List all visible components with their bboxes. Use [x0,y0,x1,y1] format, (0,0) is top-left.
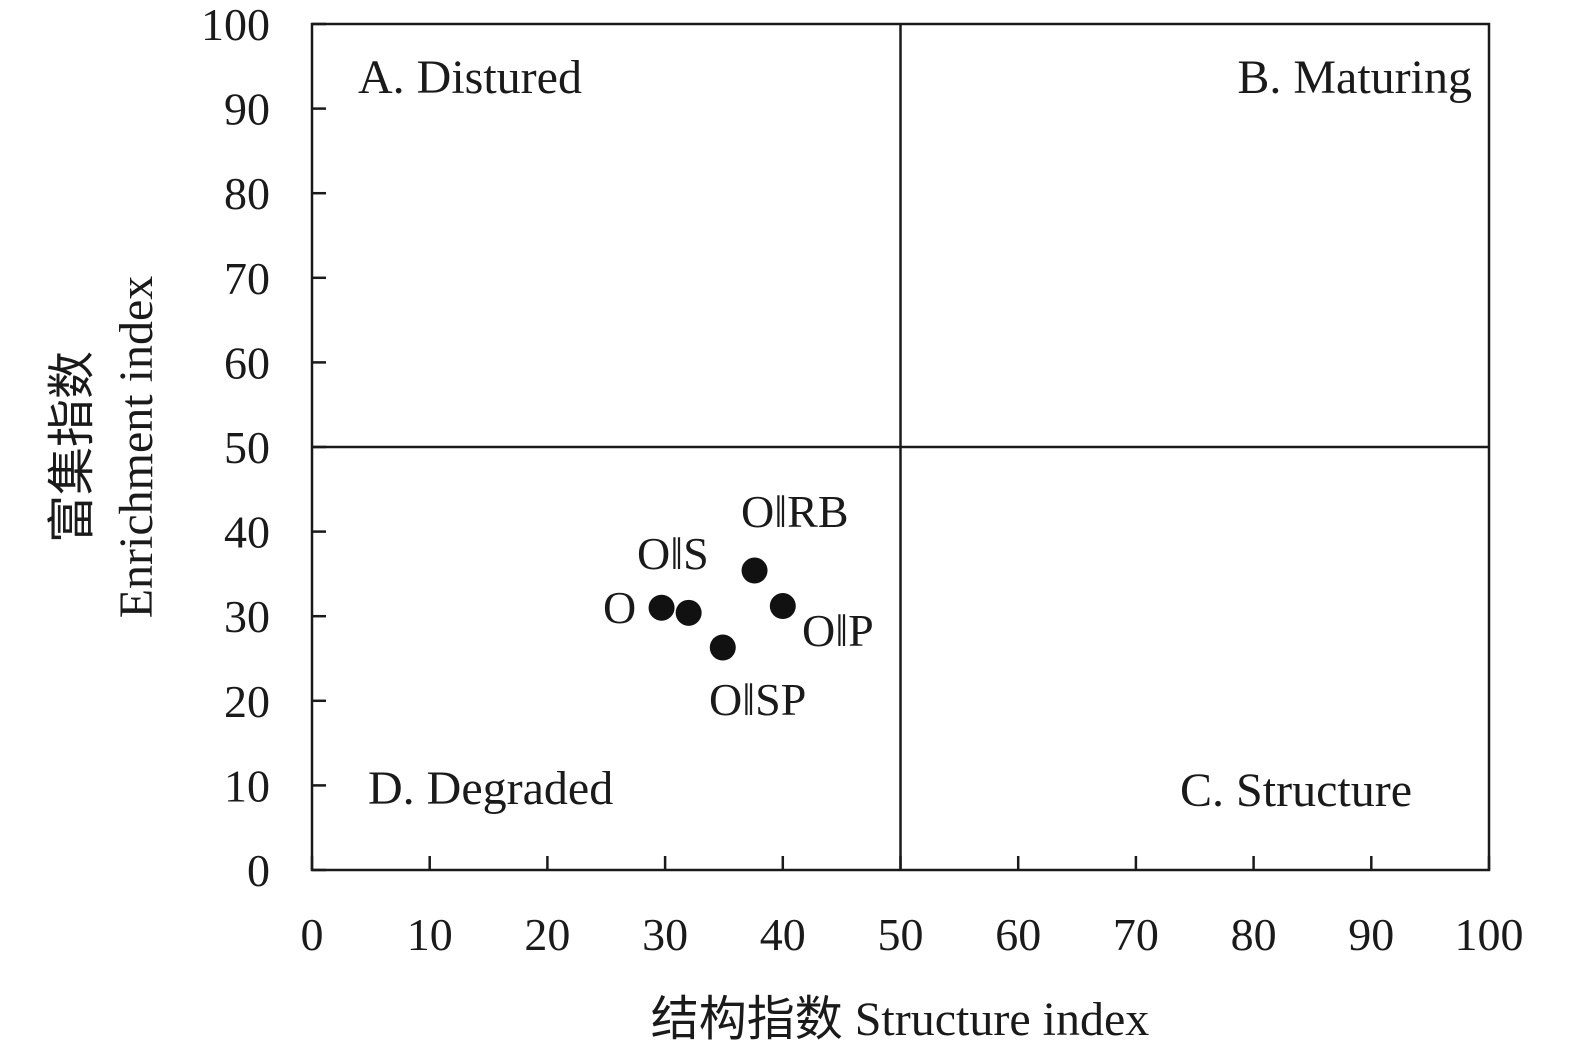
y-tick-label: 60 [224,337,270,388]
data-points [648,557,796,661]
x-tick-label: 20 [524,909,570,960]
y-tick-label: 100 [201,0,270,50]
point-label-o-s: O‖S [637,528,709,579]
y-tick-label: 0 [247,845,270,896]
data-point [709,634,736,661]
quadrant-b-label: B. Maturing [1237,51,1472,104]
x-tick-label: 30 [642,909,688,960]
y-tick-label: 10 [224,760,270,811]
quadrant-d-label: D. Degraded [368,762,613,815]
y-tick-label: 50 [224,422,270,473]
x-tick-label: 100 [1455,909,1524,960]
y-axis-title-cn: 富集指数 [46,351,99,543]
data-point [675,599,702,626]
x-tick-label: 50 [878,909,924,960]
quadrant-c-label: C. Structure [1180,764,1412,817]
data-point [741,557,768,584]
x-tick-label: 90 [1348,909,1394,960]
y-tick-label: 40 [224,507,270,558]
y-axis-title-en: Enrichment index [110,276,163,619]
x-axis-title: 结构指数 Structure index [651,993,1150,1046]
data-point [769,593,796,620]
x-tick-label: 10 [407,909,453,960]
y-tick-label: 70 [224,253,270,304]
quadrant-a-label: A. Distured [358,51,582,104]
point-label-o: O [603,582,636,633]
point-label-o-p: O‖P [802,605,874,656]
y-tick-label: 90 [224,84,270,135]
data-point [648,594,675,621]
point-label-o-rb: O‖RB [741,486,849,537]
y-tick-label: 80 [224,168,270,219]
point-labels: O O‖S O‖RB O‖P O‖SP [603,486,874,725]
y-axis-ticks: 0 10 20 30 40 50 60 70 80 90 100 [201,0,326,896]
point-label-o-sp: O‖SP [709,674,806,725]
quadrant-labels: A. Distured B. Maturing C. Structure D. … [358,51,1472,817]
x-tick-label: 80 [1231,909,1277,960]
x-tick-label: 0 [301,909,324,960]
x-tick-label: 70 [1113,909,1159,960]
y-tick-label: 30 [224,591,270,642]
y-tick-label: 20 [224,676,270,727]
x-tick-label: 60 [995,909,1041,960]
x-axis-ticks: 0 10 20 30 40 50 60 70 80 90 100 [301,856,1524,960]
x-tick-label: 40 [760,909,806,960]
